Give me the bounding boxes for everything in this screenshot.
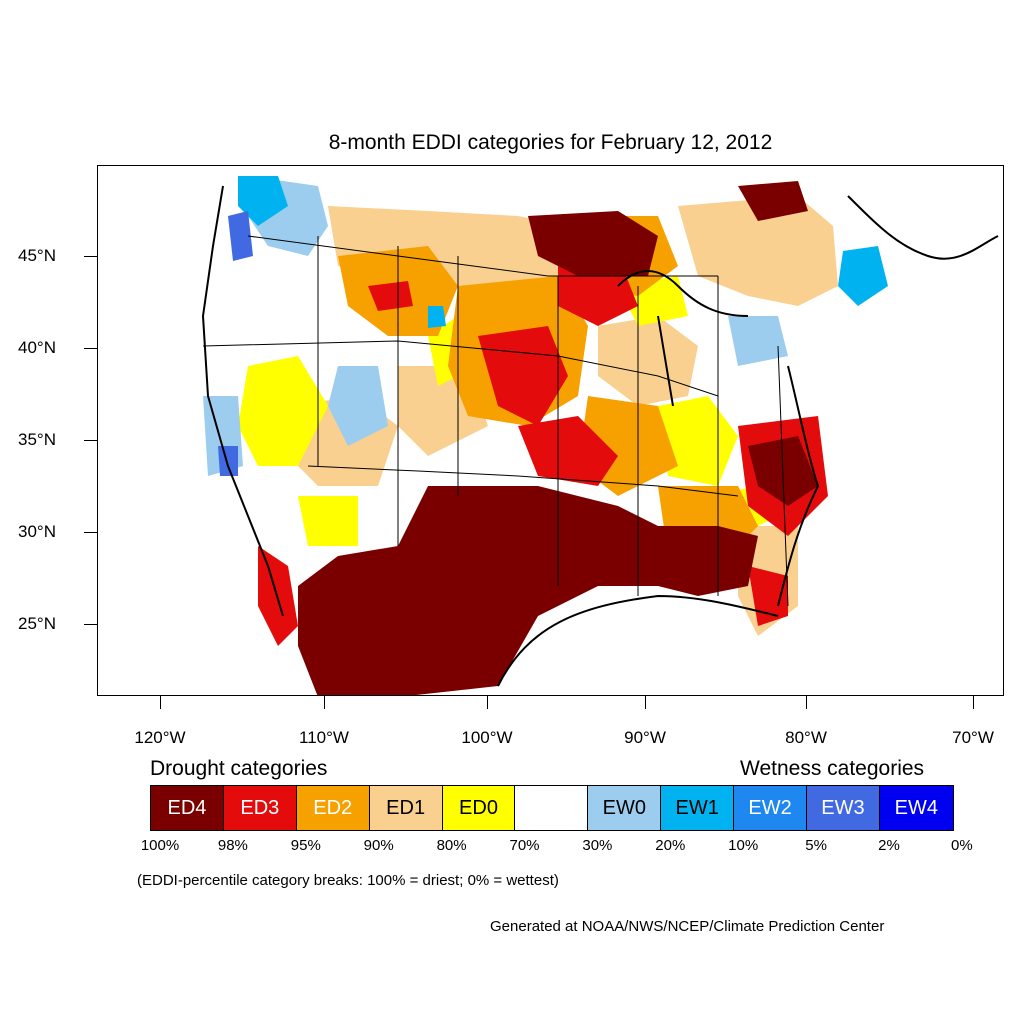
lat-label-40: 40°N bbox=[18, 338, 56, 357]
lat-tick bbox=[84, 532, 97, 533]
lat-label-45: 45°N bbox=[18, 246, 56, 265]
legend-swatch-ed0: ED0 bbox=[442, 786, 516, 830]
legend-swatch-neutral bbox=[515, 786, 589, 830]
legend-swatch-ed3: ED3 bbox=[223, 786, 297, 830]
map-title: 8-month EDDI categories for February 12,… bbox=[328, 131, 773, 154]
legend-break-label: 10% bbox=[728, 837, 759, 854]
region-ew1 bbox=[238, 176, 888, 328]
lon-tick bbox=[806, 696, 807, 709]
legend-break-label: 20% bbox=[655, 837, 686, 854]
lat-tick bbox=[84, 440, 97, 441]
lon-tick bbox=[973, 696, 974, 709]
wetness-heading: Wetness categories bbox=[740, 757, 925, 780]
lon-tick bbox=[487, 696, 488, 709]
legend-break-label: 5% bbox=[805, 837, 827, 854]
legend-break-label: 98% bbox=[217, 837, 248, 854]
drought-heading: Drought categories bbox=[150, 757, 328, 780]
lon-label-90: 90°W bbox=[624, 728, 666, 747]
region-ew3 bbox=[218, 211, 253, 476]
lon-tick bbox=[324, 696, 325, 709]
coastlines bbox=[201, 185, 999, 687]
lat-label-35: 35°N bbox=[18, 430, 56, 449]
eddi-map bbox=[201, 174, 999, 695]
lat-tick bbox=[84, 256, 97, 257]
legend-break-label: 100% bbox=[140, 837, 180, 854]
lon-tick bbox=[645, 696, 646, 709]
legend-swatch-ew3: EW3 bbox=[807, 786, 880, 830]
lat-label-25: 25°N bbox=[18, 614, 56, 633]
lon-label-100: 100°W bbox=[461, 728, 513, 747]
map-frame bbox=[97, 165, 1004, 696]
category-note: (EDDI-percentile category breaks: 100% =… bbox=[137, 872, 559, 889]
lon-label-120: 120°W bbox=[134, 728, 186, 747]
legend-swatch-ew4: EW4 bbox=[879, 786, 953, 830]
lon-label-110: 110°W bbox=[299, 728, 349, 747]
legend-break-label: 0% bbox=[951, 837, 973, 854]
legend-swatch-ew1: EW1 bbox=[661, 786, 735, 830]
legend-break-label: 90% bbox=[363, 837, 394, 854]
credit-text: Generated at NOAA/NWS/NCEP/Climate Predi… bbox=[490, 918, 885, 935]
legend-break-label: 80% bbox=[436, 837, 467, 854]
lat-label-30: 30°N bbox=[18, 522, 56, 541]
state-borders bbox=[202, 235, 789, 607]
lat-tick bbox=[84, 348, 97, 349]
legend-swatch-ed4: ED4 bbox=[151, 786, 224, 830]
legend-break-label: 70% bbox=[509, 837, 540, 854]
legend-swatch-ew2: EW2 bbox=[734, 786, 808, 830]
legend-swatch-ed2: ED2 bbox=[296, 786, 370, 830]
lon-label-70: 70°W bbox=[952, 728, 994, 747]
legend-swatch-ed1: ED1 bbox=[369, 786, 443, 830]
legend-swatch-ew0: EW0 bbox=[588, 786, 662, 830]
lat-tick bbox=[84, 624, 97, 625]
legend-break-label: 95% bbox=[290, 837, 321, 854]
legend-break-label: 30% bbox=[582, 837, 613, 854]
lon-tick bbox=[160, 696, 161, 709]
legend-bar: ED4 ED3 ED2 ED1 ED0 EW0 EW1 EW2 EW3 EW4 bbox=[150, 785, 954, 831]
lon-label-80: 80°W bbox=[785, 728, 827, 747]
legend-break-label: 2% bbox=[878, 837, 900, 854]
